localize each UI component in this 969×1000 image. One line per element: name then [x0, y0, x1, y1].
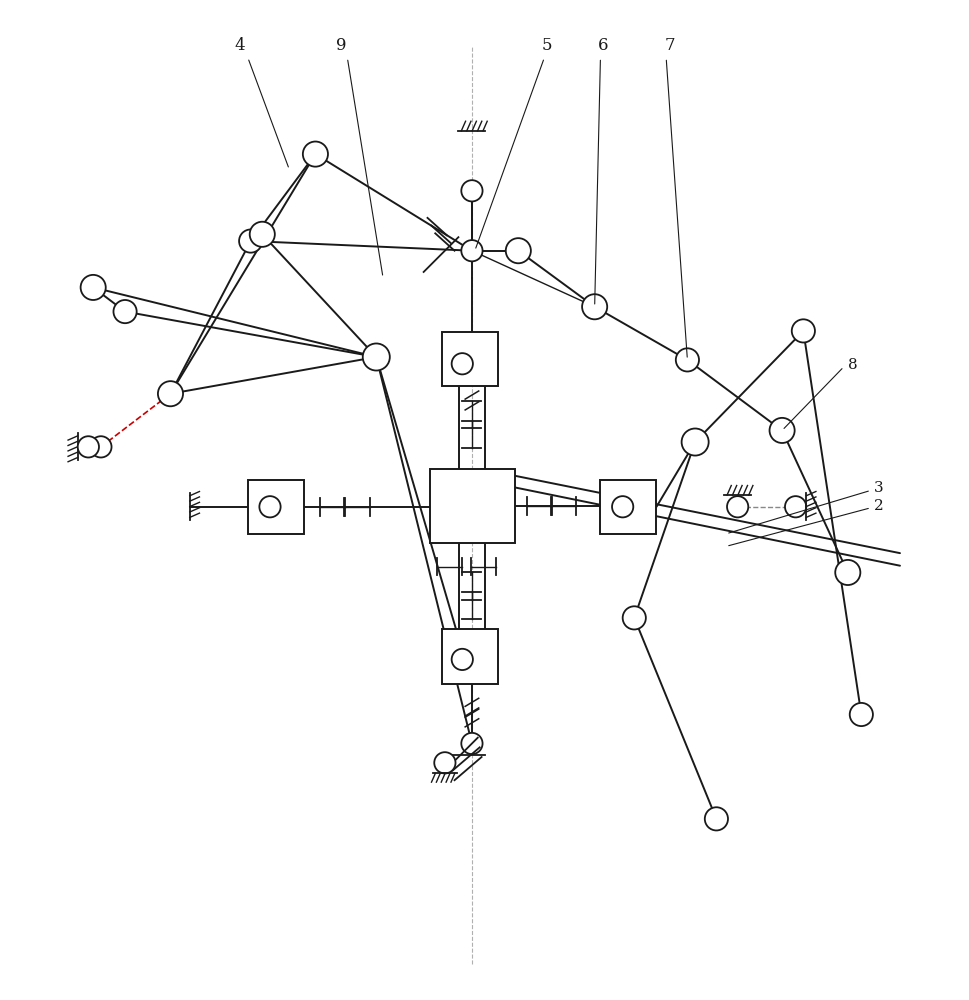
Text: 5: 5: [542, 37, 552, 54]
Circle shape: [582, 294, 608, 319]
Circle shape: [461, 240, 483, 261]
Circle shape: [78, 436, 99, 457]
Circle shape: [850, 703, 873, 726]
Circle shape: [260, 496, 281, 517]
Circle shape: [623, 606, 646, 629]
Circle shape: [303, 142, 328, 167]
Circle shape: [250, 222, 275, 247]
Circle shape: [362, 343, 390, 371]
Circle shape: [113, 300, 137, 323]
Circle shape: [835, 560, 860, 585]
Bar: [601, 480, 656, 534]
Text: 3: 3: [874, 481, 884, 495]
Circle shape: [704, 807, 728, 830]
Circle shape: [90, 436, 111, 457]
Circle shape: [506, 238, 531, 263]
Circle shape: [461, 733, 483, 754]
Circle shape: [434, 752, 455, 773]
Circle shape: [792, 319, 815, 343]
Bar: [442, 332, 498, 386]
Circle shape: [681, 428, 708, 456]
Text: 6: 6: [598, 37, 609, 54]
Text: 7: 7: [665, 37, 675, 54]
Circle shape: [727, 496, 748, 517]
Text: 9: 9: [336, 37, 347, 54]
Bar: [248, 480, 304, 534]
Circle shape: [452, 649, 473, 670]
Text: 8: 8: [848, 358, 858, 372]
Bar: [430, 469, 516, 543]
Circle shape: [612, 496, 634, 517]
Circle shape: [769, 418, 795, 443]
Circle shape: [452, 353, 473, 374]
Circle shape: [80, 275, 106, 300]
Circle shape: [675, 348, 699, 371]
Circle shape: [785, 496, 806, 517]
Text: 2: 2: [874, 499, 884, 513]
Circle shape: [461, 180, 483, 201]
Bar: [442, 629, 498, 684]
Circle shape: [239, 229, 263, 253]
Text: 4: 4: [234, 37, 245, 54]
Circle shape: [158, 381, 183, 406]
